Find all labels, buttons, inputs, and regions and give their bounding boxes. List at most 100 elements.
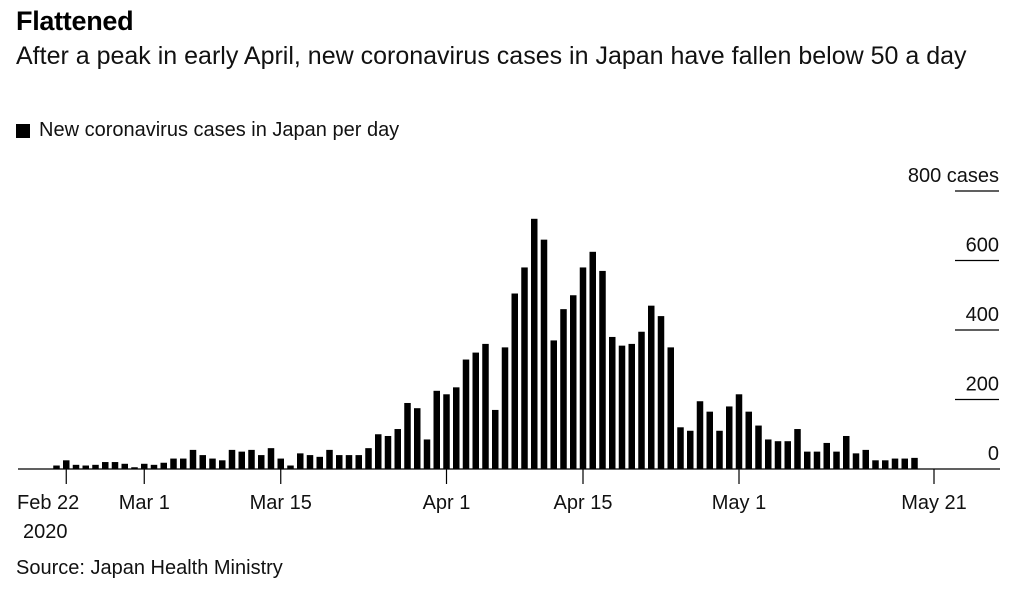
x-tick-sublabel: 2020 [23,521,68,543]
bar-may-9 [813,451,821,470]
bar-mar-25 [375,434,382,469]
bar-mar-6 [189,449,197,469]
bar-mar-7 [199,455,206,469]
bar-mar-28 [404,402,411,469]
y-axis-labels: 0 200 400 600 800 cases [908,165,999,465]
bar-apr-1 [443,394,450,469]
bar-apr-15 [579,267,587,469]
bar-apr-18 [609,336,616,469]
bar-apr-17 [599,270,606,469]
bar-mar-16 [287,465,294,469]
bar-apr-2 [453,387,460,469]
x-tick-label: Apr 1 [423,492,471,514]
bar-apr-23 [657,316,665,469]
bar-mar-12 [248,449,255,469]
bar-mar-31 [433,390,440,469]
x-tick-label: Mar 15 [250,492,312,514]
bar-may-15 [872,460,879,469]
bar-apr-5 [482,343,489,469]
bar-feb-27 [111,462,119,469]
bar-feb-26 [102,462,109,469]
bar-mar-20 [326,449,333,469]
x-tick-label: Feb 22 [17,492,79,514]
chart-subtitle: After a peak in early April, new coronav… [16,42,967,70]
bar-may-10 [823,442,830,469]
bar-may-6 [784,441,791,469]
bar-apr-29 [716,430,723,469]
bar-may-2 [745,411,752,469]
bar-apr-28 [706,411,713,469]
bar-apr-13 [560,309,567,469]
bar-mar-29 [414,408,421,469]
bar-apr-3 [462,359,470,469]
bar-feb-24 [82,465,89,469]
bar-mar-11 [238,451,245,470]
bar-mar-2 [150,464,158,469]
bar-mar-27 [394,429,401,469]
x-axis: Feb 22 2020 Mar 1 Mar 15 Apr 1 Apr 15 May 1 May… [17,468,1000,543]
y-tick-label: 800 cases [908,165,999,187]
bar-feb-29 [131,467,138,469]
y-tick-label: 0 [988,443,999,465]
x-tick-label: Mar 1 [119,492,170,514]
bar-apr-6 [492,409,499,469]
bar-apr-24 [667,347,674,470]
bar-apr-14 [570,295,577,469]
legend: New coronavirus cases in Japan per day [16,119,399,142]
bar-may-12 [843,435,850,469]
bar-apr-9 [521,267,528,469]
bar-may-1 [735,394,743,469]
bar-feb-23 [72,464,80,469]
bar-may-11 [833,451,840,470]
bar-apr-19 [618,345,626,469]
x-tick-label: May 21 [901,492,967,514]
bar-mar-13 [258,455,265,469]
bar-feb-28 [121,463,128,469]
x-tick-label: May 1 [712,492,766,514]
bars [53,218,918,470]
bar-apr-16 [589,251,596,469]
bar-mar-1 [141,463,148,469]
bar-mar-30 [423,439,431,469]
bar-mar-10 [228,449,236,469]
bar-mar-22 [345,455,353,469]
bar-may-5 [774,441,782,469]
legend-label: New coronavirus cases in Japan per day [39,119,400,141]
bar-apr-25 [677,427,684,469]
bar-mar-3 [160,462,167,469]
source-note: Source: Japan Health Ministry [16,557,283,579]
bar-may-19 [911,457,918,469]
gridlines [955,190,999,401]
bar-mar-4 [170,458,177,469]
bar-apr-30 [726,406,733,469]
bar-mar-26 [384,435,392,469]
bar-apr-4 [472,352,479,469]
bar-may-18 [901,458,908,469]
bar-apr-7 [501,347,509,470]
bar-may-16 [882,460,889,469]
bar-mar-8 [209,458,216,469]
bar-may-3 [755,425,762,469]
y-tick-label: 200 [966,374,999,396]
bar-apr-10 [531,218,538,469]
bar-feb-25 [92,464,99,469]
legend-swatch [16,123,30,138]
bar-mar-5 [180,458,187,469]
y-tick-label: 600 [966,235,999,257]
bar-mar-24 [365,448,372,469]
bar-apr-11 [540,239,548,469]
bar-mar-17 [297,453,304,469]
bar-mar-19 [316,456,323,469]
bar-apr-22 [648,305,655,469]
bar-apr-21 [638,331,645,469]
bar-may-4 [765,439,772,469]
bar-feb-21 [53,465,60,469]
bar-apr-27 [696,401,704,469]
bar-may-17 [891,458,899,469]
bar-apr-20 [628,343,635,469]
bar-apr-12 [550,340,557,469]
bar-feb-22 [63,460,70,469]
bar-may-7 [794,429,801,469]
bar-may-14 [862,449,869,469]
